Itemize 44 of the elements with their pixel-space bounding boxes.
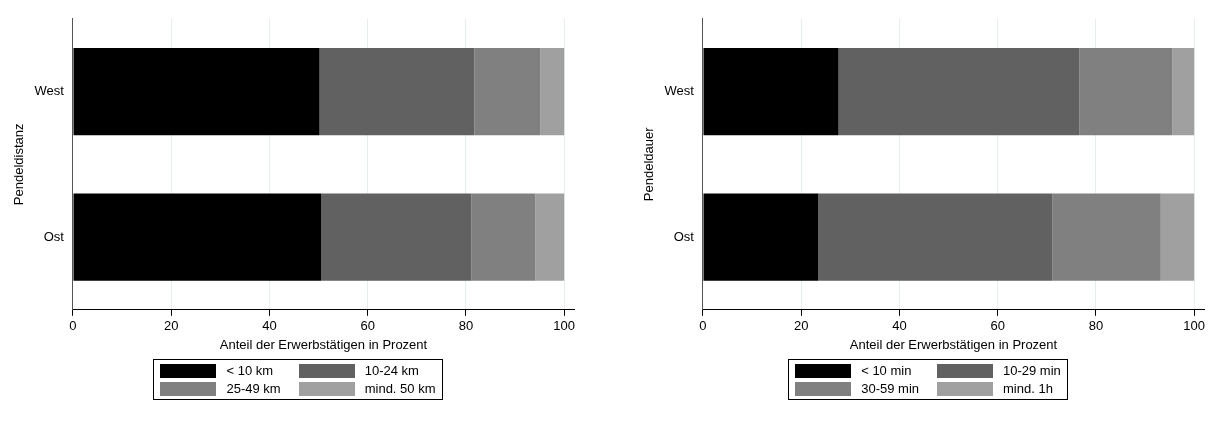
x-tick-label: 20 xyxy=(163,318,179,334)
legend-label: 25-49 km xyxy=(226,381,281,396)
bar xyxy=(319,47,475,136)
x-tick-label: 80 xyxy=(458,318,474,334)
y-tick-label: West xyxy=(34,83,65,99)
bar xyxy=(703,193,819,281)
y-axis-title: Pendeldistanz xyxy=(11,123,27,206)
bar xyxy=(703,47,839,136)
legend-label: < 10 min xyxy=(861,363,912,378)
bar xyxy=(838,47,1080,136)
x-axis-title: Anteil der Erwerbstätigen in Prozent xyxy=(219,336,428,352)
x-tick-label: 40 xyxy=(262,318,277,334)
bar xyxy=(535,193,565,281)
bar xyxy=(818,193,1053,281)
x-tick-label: 40 xyxy=(892,318,907,334)
bar xyxy=(1079,47,1173,136)
x-tick-label: 0 xyxy=(699,318,707,334)
y-axis-title: Pendeldauer xyxy=(641,126,657,202)
legend-label: 10-24 km xyxy=(364,363,419,378)
bar xyxy=(1160,193,1195,281)
x-tick-label: 100 xyxy=(553,318,576,334)
legend-label: mind. 50 km xyxy=(364,381,436,396)
legend-label: 10-29 min xyxy=(1003,363,1061,378)
y-tick-label: Ost xyxy=(43,228,65,244)
x-tick-label: 0 xyxy=(69,318,77,334)
x-tick-label: 20 xyxy=(793,318,809,334)
bar xyxy=(471,193,536,281)
bar xyxy=(73,47,320,136)
x-tick-label: 80 xyxy=(1088,318,1104,334)
y-tick-label: Ost xyxy=(673,228,695,244)
bar xyxy=(73,193,322,281)
bar xyxy=(540,47,565,136)
x-tick-label: 60 xyxy=(990,318,1005,334)
bar xyxy=(474,47,541,136)
x-tick-label: 60 xyxy=(360,318,375,334)
legend-label: 30-59 min xyxy=(861,381,919,396)
legend-label: < 10 km xyxy=(226,363,274,378)
legend-label: mind. 1h xyxy=(1003,381,1053,396)
x-tick-label: 100 xyxy=(1183,318,1206,334)
bar xyxy=(321,193,472,281)
y-tick-label: West xyxy=(664,83,695,99)
bar xyxy=(1052,193,1161,281)
x-axis-title: Anteil der Erwerbstätigen in Prozent xyxy=(849,336,1058,352)
bar xyxy=(1172,47,1195,136)
